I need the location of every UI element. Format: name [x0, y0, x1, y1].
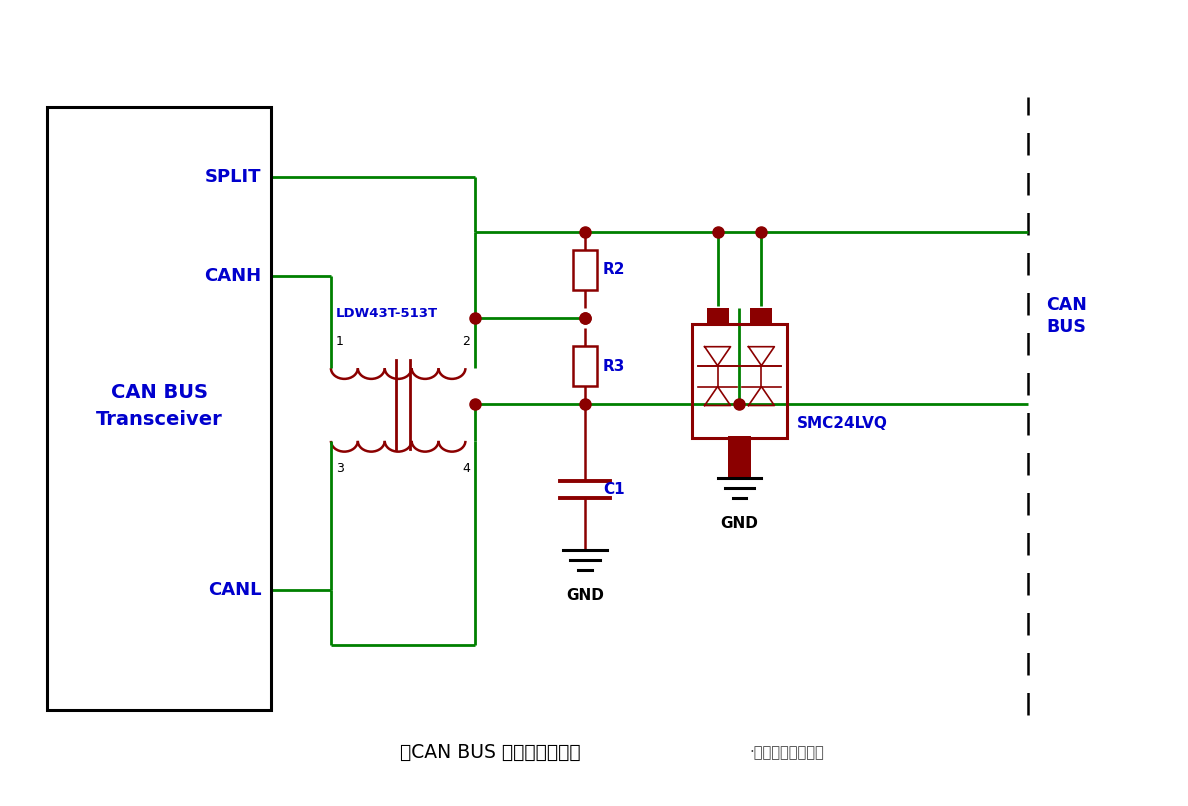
Bar	[707, 308, 728, 326]
Text: R2: R2	[604, 263, 625, 277]
Bar	[573, 250, 598, 290]
Text: （CAN BUS 静电保护电路）: （CAN BUS 静电保护电路）	[400, 743, 581, 762]
Text: LDW43T-513T: LDW43T-513T	[336, 307, 438, 320]
Text: SPLIT: SPLIT	[204, 168, 261, 185]
Bar	[727, 436, 752, 478]
Text: GND: GND	[721, 516, 758, 531]
Text: CANH: CANH	[204, 268, 261, 285]
Text: CAN
BUS: CAN BUS	[1047, 296, 1087, 336]
Bar	[46, 107, 271, 710]
Text: 1: 1	[336, 334, 343, 347]
Text: GND: GND	[567, 588, 604, 604]
Text: C1: C1	[604, 482, 625, 496]
Text: SMC24LVQ: SMC24LVQ	[797, 416, 887, 431]
Text: R3: R3	[604, 359, 625, 374]
Bar	[693, 324, 786, 438]
Bar	[751, 308, 772, 326]
Text: CAN BUS
Transceiver: CAN BUS Transceiver	[95, 383, 222, 429]
Text: 3: 3	[336, 463, 343, 476]
Text: ·上海雷卯电磁兼容: ·上海雷卯电磁兼容	[750, 746, 824, 760]
Bar	[573, 347, 598, 386]
Text: CANL: CANL	[208, 581, 261, 600]
Text: 4: 4	[462, 463, 470, 476]
Text: 2: 2	[462, 334, 470, 347]
